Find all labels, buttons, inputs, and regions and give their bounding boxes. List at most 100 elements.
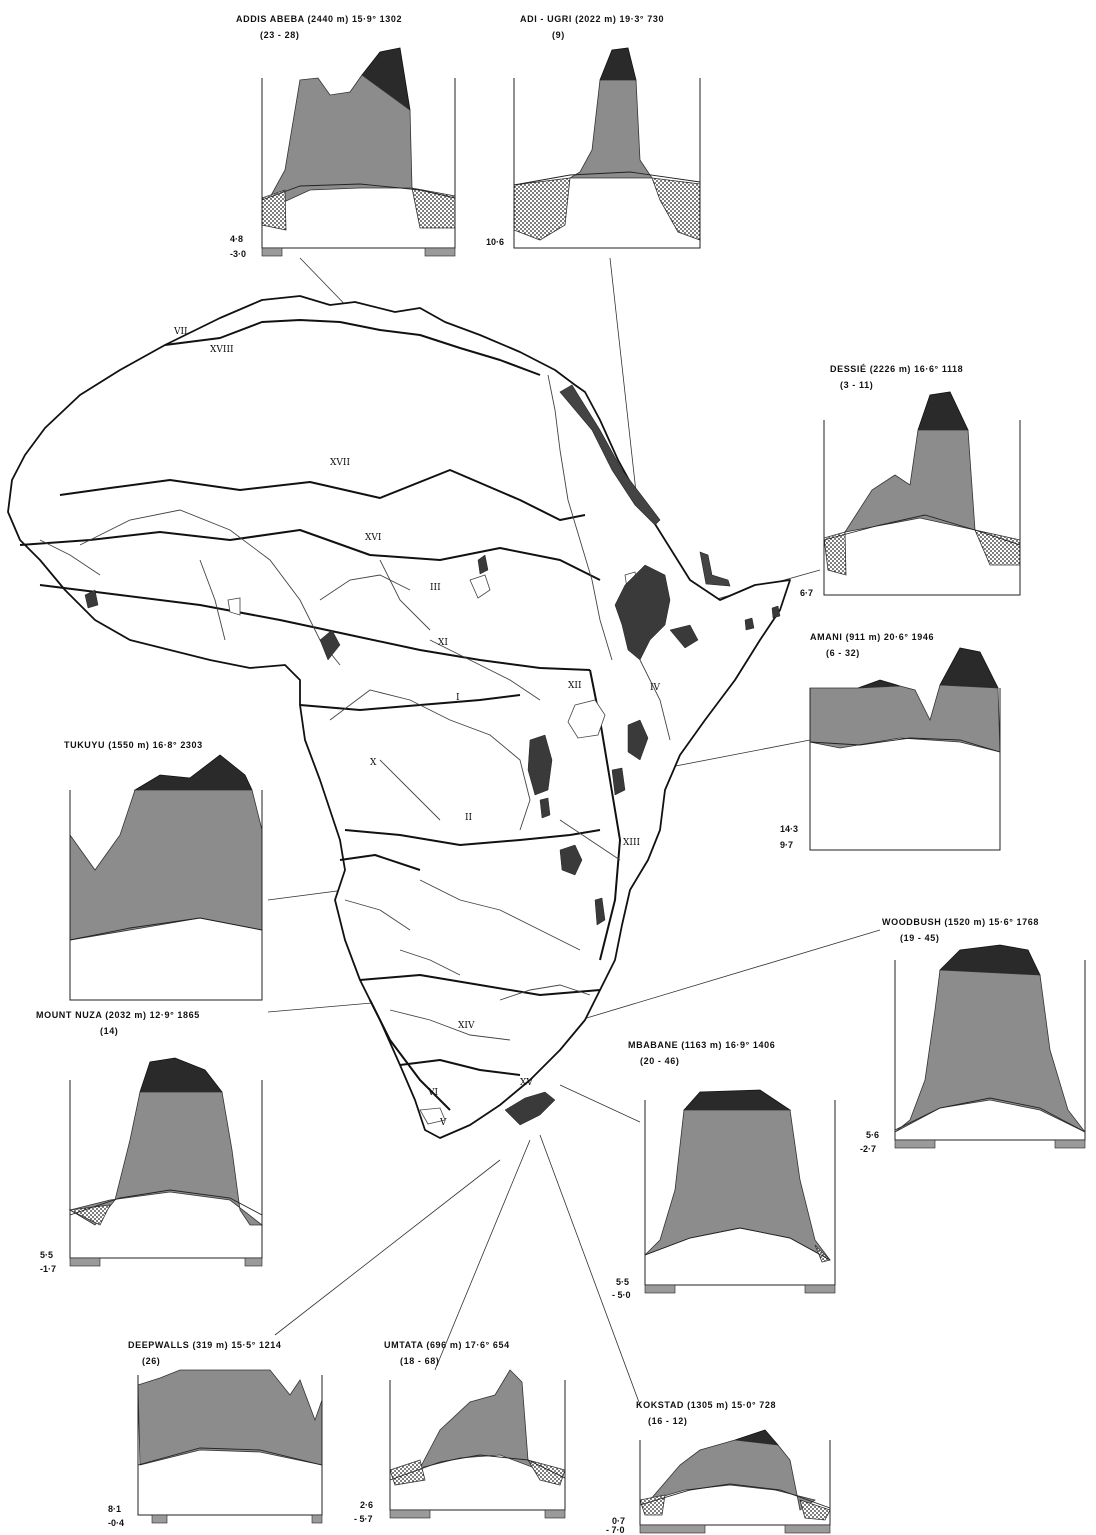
highland-cameroon [319,629,341,661]
climate-diagram-adi-ugri: ADI - UGRI (2022 m) 19·3° 730 (9) 10·6 [486,14,701,249]
river-chari [379,559,431,631]
climate-diagram-mount-nuza: MOUNT NUZA (2032 m) 12·9° 1865 (14) 5·5 … [36,1010,264,1274]
connector-umtata [434,1139,531,1371]
station-val-2: - 5·7 [354,1514,373,1524]
highland-4 [527,734,553,796]
station-years: (18 - 68) [400,1356,439,1366]
river-ubangi [429,639,541,701]
boundary-mediterranean [164,319,541,376]
station-title: UMTATA (696 m) 17·6° 654 [384,1340,510,1350]
region-label-XII: XII [568,681,582,691]
river-orange [389,1009,511,1041]
boundary-cape [399,1059,521,1076]
station-title: DEEPWALLS (319 m) 15·5° 1214 [128,1340,281,1350]
highland-somali [744,617,755,631]
station-val-2: -1·7 [40,1264,56,1274]
highland-eastrift [611,767,626,796]
connector-kokstad [539,1134,641,1406]
connector-amani [654,739,811,771]
station-years: (16 - 12) [648,1416,687,1426]
boundary-kalahari [369,999,451,1111]
station-title: ADI - UGRI (2022 m) 19·3° 730 [520,14,664,24]
connector-mbabane [559,1084,641,1123]
station-title: MBABANE (1163 m) 16·9° 1406 [628,1040,775,1050]
river-niger [79,509,341,666]
river-volta [199,559,226,641]
region-label-XVI: XVI [365,533,382,543]
station-val-1: 8·1 [108,1504,121,1514]
boundary-zambezi [339,854,421,871]
station-title: WOODBUSH (1520 m) 15·6° 1768 [882,917,1039,927]
station-val-2: - 5·0 [612,1290,631,1300]
station-val-2: -0·4 [108,1518,124,1528]
river-kasai [379,759,441,821]
station-years: (6 - 32) [826,648,860,658]
climate-diagram-dessie: DESSIÉ (2226 m) 16·6° 1118 (3 - 11) 6·7 [800,364,1021,598]
station-title: MOUNT NUZA (2032 m) 12·9° 1865 [36,1010,200,1020]
climate-diagram-kokstad: KOKSTAD (1305 m) 15·0° 728 (16 - 12) 0·7… [606,1400,831,1535]
climate-diagram-addis-abeba: ADDIS ABEBA (2440 m) 15·9° 1302 (23 - 28… [230,14,456,259]
station-years: (14) [100,1026,118,1036]
lake-volta [227,597,241,616]
lake-victoria [567,699,606,739]
river-senegal [39,539,101,576]
region-label-XVII: XVII [330,458,350,468]
river-rufiji [559,819,621,861]
boundary-sudan [39,584,591,671]
region-label-I: I [456,693,460,703]
station-title: ADDIS ABEBA (2440 m) 15·9° 1302 [236,14,402,24]
climate-diagram-deepwalls: DEEPWALLS (319 m) 15·5° 1214 (26) 8·1 -0… [108,1340,323,1528]
boundary-south [359,974,601,996]
region-label-VI: VI [427,1088,438,1098]
station-val-1: 2·6 [360,1500,373,1510]
station-title: TUKUYU (1550 m) 16·8° 2303 [64,740,203,750]
river-congo [329,689,531,831]
connector-woodbush [579,929,881,1021]
highland-6 [539,797,551,819]
climate-diagram-woodbush: WOODBUSH (1520 m) 15·6° 1768 (19 - 45) 5… [860,917,1086,1154]
station-years: (3 - 11) [840,380,873,390]
region-label-IV: IV [650,683,661,693]
gulf-aden-mark [699,551,731,587]
highland-somali2 [771,605,781,619]
station-title: AMANI (911 m) 20·6° 1946 [810,632,934,642]
highland-5 [559,844,583,876]
region-label-XI: XI [438,638,448,648]
station-title: DESSIÉ (2226 m) 16·6° 1118 [830,364,963,374]
region-label-XIII: XIII [623,838,641,848]
station-years: (26) [142,1356,160,1366]
station-val-1: 4·8 [230,234,243,244]
station-val-1: 5·5 [40,1250,53,1260]
river-limpopo [499,984,591,1001]
river-cuanza [344,899,411,931]
station-val-2: - 7·0 [606,1525,625,1535]
highland-sahel [477,554,489,575]
africa-map: XVIII VII XVII XVI III XI I XII IV X II … [7,295,791,1139]
station-years: (23 - 28) [260,30,299,40]
africa-coastline [7,295,791,1139]
lake-cape [419,1107,446,1125]
station-val-1: 10·6 [486,237,504,247]
station-title: KOKSTAD (1305 m) 15·0° 728 [636,1400,776,1410]
station-val-1: 14·3 [780,824,798,834]
station-years: (20 - 46) [640,1056,679,1066]
station-val-2: 9·7 [780,840,793,850]
climate-diagram-amani: AMANI (911 m) 20·6° 1946 (6 - 32) 14·3 9… [780,632,1001,851]
region-label-XVIII: XVIII [210,345,234,355]
river-zambezi [419,879,581,951]
lake-chad [469,574,491,599]
station-val-1: 5·5 [616,1277,629,1287]
river-okavango [399,949,461,976]
region-label-II: II [465,813,473,823]
region-label-XIV: XIV [458,1021,475,1031]
highland-2 [669,624,699,649]
connector-deepwalls [274,1159,501,1336]
highland-3 [627,719,649,761]
station-val-2: -3·0 [230,249,246,259]
region-label-XV: XV [520,1078,533,1088]
station-val-2: -2·7 [860,1144,876,1154]
red-sea [559,384,661,526]
river-juba [639,659,671,741]
region-label-III: III [430,583,441,593]
